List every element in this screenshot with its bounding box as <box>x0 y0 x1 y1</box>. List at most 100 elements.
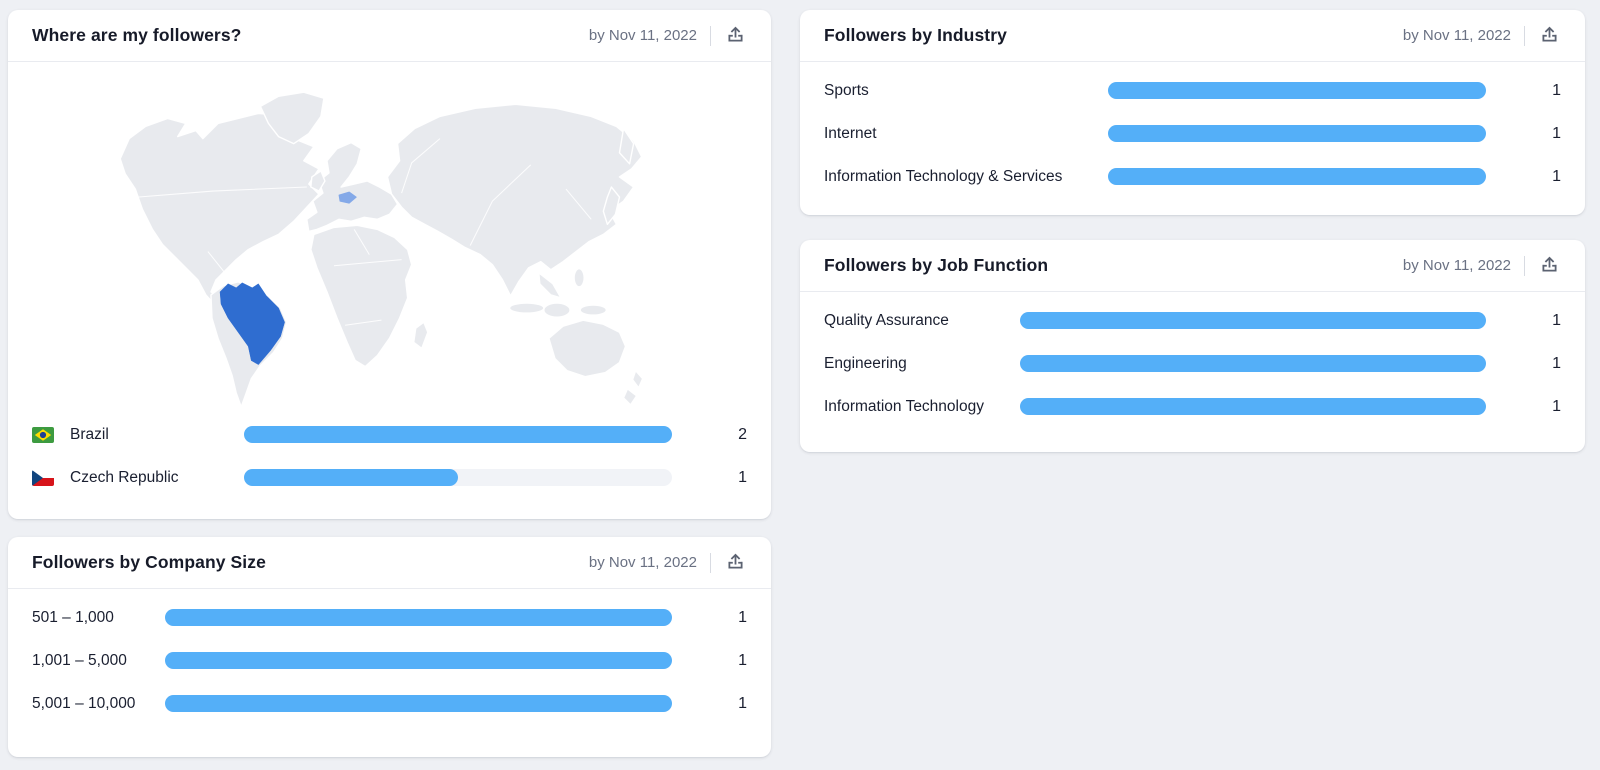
card-header: Where are my followers? by Nov 11, 2022 <box>8 10 771 62</box>
country-label: Czech Republic <box>70 468 179 486</box>
map-newguinea <box>579 304 608 316</box>
map-north-america <box>119 112 320 307</box>
bar-fill <box>244 426 672 443</box>
bar-track <box>1108 168 1486 185</box>
bar-track <box>1020 312 1486 329</box>
industry-value: 1 <box>1552 81 1561 99</box>
report-date: by Nov 11, 2022 <box>588 27 697 44</box>
bar-fill <box>244 469 458 486</box>
job-value: 1 <box>1552 397 1561 415</box>
card-title: Followers by Industry <box>824 25 1007 45</box>
job-value: 1 <box>1552 354 1561 372</box>
industry-label: Internet <box>824 124 877 142</box>
map-new-zealand <box>631 369 644 389</box>
report-date: by Nov 11, 2022 <box>588 554 697 571</box>
report-date: by Nov 11, 2022 <box>1402 27 1511 44</box>
map-borneo <box>543 302 571 318</box>
card-title: Where are my followers? <box>32 25 242 45</box>
job-label: Quality Assurance <box>824 311 949 329</box>
bar-track <box>1108 125 1486 142</box>
size-label: 5,001 – 10,000 <box>32 694 136 712</box>
map-kamchatka <box>618 127 635 165</box>
bar-fill <box>1020 398 1486 415</box>
company-size-row: 501 – 1,000 1 <box>32 609 747 626</box>
bar-fill <box>1020 312 1486 329</box>
bar-track <box>1108 82 1486 99</box>
card-header: Followers by Company Size by Nov 11, 202… <box>8 537 771 589</box>
czech-republic-flag-icon <box>32 469 54 486</box>
world-map <box>119 91 644 408</box>
divider <box>1524 255 1525 276</box>
map-country-czech-republic <box>338 191 357 204</box>
bar-fill <box>1020 355 1486 372</box>
export-upload-icon <box>1540 255 1559 277</box>
bar-fill <box>1108 125 1486 142</box>
map-philippines <box>573 268 585 288</box>
size-value: 1 <box>738 651 747 669</box>
bar-track <box>244 469 672 486</box>
job-label: Information Technology <box>824 397 984 415</box>
bar-fill <box>165 609 672 626</box>
card-title: Followers by Job Function <box>824 255 1049 275</box>
map-japan <box>602 186 621 226</box>
card-header: Followers by Industry by Nov 11, 2022 <box>800 10 1585 62</box>
export-button[interactable] <box>1538 23 1561 49</box>
export-button[interactable] <box>724 550 747 576</box>
map-sumatra <box>508 302 545 314</box>
export-upload-icon <box>1540 25 1559 47</box>
bar-fill <box>165 652 672 669</box>
map-madagascar <box>413 321 429 350</box>
company-size-row: 5,001 – 10,000 1 <box>32 695 747 712</box>
followers-industry-card: Followers by Industry by Nov 11, 2022 Sp… <box>800 10 1585 215</box>
followers-job-function-card: Followers by Job Function by Nov 11, 202… <box>800 240 1585 452</box>
bar-track <box>165 609 672 626</box>
followers-company-size-card: Followers by Company Size by Nov 11, 202… <box>8 537 771 757</box>
country-value: 2 <box>738 425 747 443</box>
export-upload-icon <box>726 25 745 47</box>
country-value: 1 <box>738 468 747 486</box>
bar-fill <box>1108 82 1486 99</box>
bar-track <box>244 426 672 443</box>
map-africa <box>310 224 413 368</box>
map-greenland <box>259 91 325 145</box>
company-size-row: 1,001 – 5,000 1 <box>32 652 747 669</box>
bar-track <box>1020 398 1486 415</box>
industry-row: Sports 1 <box>824 82 1561 99</box>
report-date: by Nov 11, 2022 <box>1402 257 1511 274</box>
country-row: Brazil 2 <box>32 426 747 443</box>
map-new-zealand-south <box>622 388 638 406</box>
industry-row: Information Technology & Services 1 <box>824 168 1561 185</box>
export-button[interactable] <box>724 23 747 49</box>
industry-label: Sports <box>824 81 869 99</box>
bar-track <box>1020 355 1486 372</box>
divider <box>1524 25 1525 46</box>
industry-row: Internet 1 <box>824 125 1561 142</box>
country-label: Brazil <box>70 425 109 443</box>
bar-track <box>165 652 672 669</box>
industry-value: 1 <box>1552 124 1561 142</box>
job-function-row: Engineering 1 <box>824 355 1561 372</box>
bar-track <box>165 695 672 712</box>
bar-fill <box>1108 168 1486 185</box>
map-asia <box>386 103 643 297</box>
card-header: Followers by Job Function by Nov 11, 202… <box>800 240 1585 292</box>
job-function-row: Information Technology 1 <box>824 398 1561 415</box>
industry-value: 1 <box>1552 167 1561 185</box>
brazil-flag-icon <box>32 426 54 443</box>
export-upload-icon <box>726 552 745 574</box>
map-australia <box>548 319 627 378</box>
size-label: 1,001 – 5,000 <box>32 651 127 669</box>
industry-label: Information Technology & Services <box>824 167 1063 185</box>
job-value: 1 <box>1552 311 1561 329</box>
size-value: 1 <box>738 694 747 712</box>
size-value: 1 <box>738 608 747 626</box>
map-country-brazil <box>219 282 285 365</box>
world-map-container <box>8 62 771 416</box>
divider <box>710 25 711 46</box>
export-button[interactable] <box>1538 253 1561 279</box>
country-row: Czech Republic 1 <box>32 469 747 486</box>
job-function-row: Quality Assurance 1 <box>824 312 1561 329</box>
map-europe <box>306 141 399 233</box>
bar-fill <box>165 695 672 712</box>
map-malay <box>538 272 562 299</box>
